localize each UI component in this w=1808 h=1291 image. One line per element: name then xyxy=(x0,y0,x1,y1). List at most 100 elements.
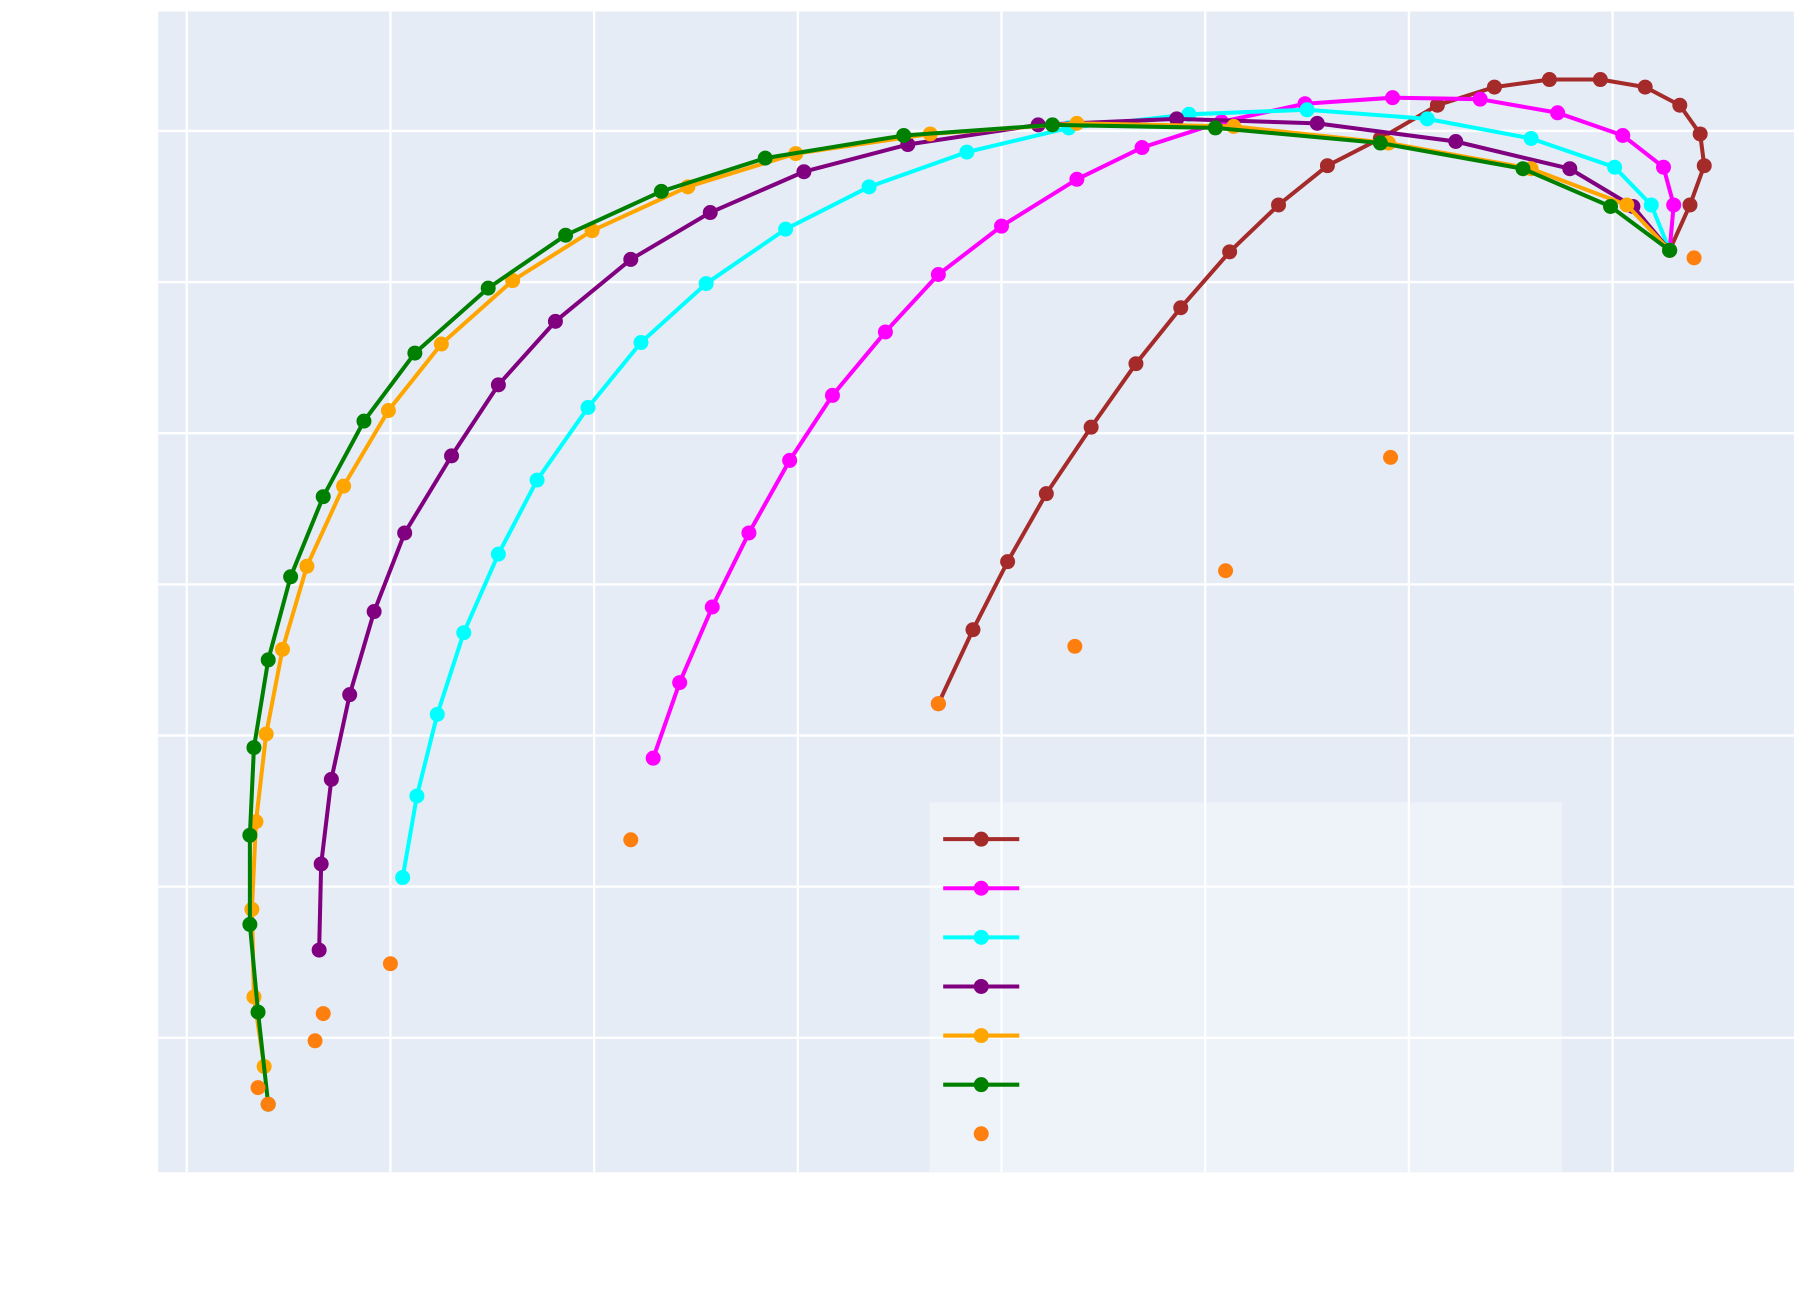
data-point xyxy=(782,452,798,468)
data-point xyxy=(558,227,574,243)
data-point xyxy=(1448,134,1464,149)
data-point xyxy=(433,336,449,352)
data-point xyxy=(672,675,688,691)
data-point xyxy=(645,750,661,766)
data-point xyxy=(242,916,258,932)
data-point xyxy=(356,413,372,429)
data-point xyxy=(965,622,981,638)
data-point xyxy=(930,267,946,283)
data-point xyxy=(1222,244,1238,260)
data-point xyxy=(1672,97,1688,113)
data-point xyxy=(1666,197,1682,213)
legend xyxy=(929,802,1563,1173)
data-point xyxy=(283,569,299,585)
data-point xyxy=(1067,638,1083,654)
data-point xyxy=(1134,140,1150,156)
data-point xyxy=(1069,171,1085,187)
plot-background xyxy=(158,11,1794,1173)
data-point xyxy=(444,448,460,464)
data-point xyxy=(778,221,794,237)
data-point xyxy=(490,546,506,562)
data-point xyxy=(1592,72,1608,88)
data-point xyxy=(877,324,893,340)
legend-swatch xyxy=(973,978,989,994)
data-point xyxy=(1309,115,1325,131)
data-point xyxy=(1637,79,1653,95)
data-point xyxy=(1319,158,1335,174)
data-point xyxy=(1000,554,1016,570)
data-point xyxy=(244,901,260,917)
legend-swatch xyxy=(973,1028,989,1044)
data-point xyxy=(1603,199,1619,214)
data-point xyxy=(1038,486,1054,502)
data-point xyxy=(1207,120,1223,136)
data-point xyxy=(930,696,946,712)
data-point xyxy=(529,472,545,488)
data-point xyxy=(757,150,773,166)
data-point xyxy=(429,706,445,722)
data-point xyxy=(1271,197,1287,213)
data-point xyxy=(1383,449,1399,465)
data-point xyxy=(258,726,274,742)
data-point xyxy=(260,1096,276,1112)
series-line xyxy=(400,107,1672,878)
data-point xyxy=(274,641,290,657)
data-point xyxy=(409,788,425,804)
data-point xyxy=(242,827,258,843)
data-point xyxy=(1486,79,1502,95)
data-point xyxy=(480,280,496,296)
data-point xyxy=(250,1080,266,1096)
data-point xyxy=(315,1006,331,1022)
data-point xyxy=(395,870,411,886)
data-point xyxy=(380,403,396,419)
data-point xyxy=(824,387,840,403)
data-point xyxy=(861,179,877,195)
legend-swatch xyxy=(973,929,989,945)
series-line xyxy=(317,116,1672,951)
data-point xyxy=(702,205,718,221)
data-point xyxy=(1429,97,1445,113)
data-point xyxy=(1128,356,1144,372)
data-point xyxy=(580,400,596,416)
data-point xyxy=(490,377,506,393)
data-point xyxy=(313,856,329,872)
series-line xyxy=(651,95,1676,759)
data-point xyxy=(1550,105,1566,121)
data-point xyxy=(1541,72,1557,88)
data-point xyxy=(1372,135,1388,151)
data-point xyxy=(1419,111,1435,127)
data-point xyxy=(336,478,352,494)
data-point xyxy=(796,164,812,180)
data-point xyxy=(311,942,327,958)
data-point xyxy=(741,525,757,541)
data-point xyxy=(959,144,975,160)
data-point xyxy=(1682,197,1698,213)
data-point xyxy=(994,218,1009,234)
data-point xyxy=(1619,197,1635,213)
data-point xyxy=(299,558,315,574)
data-point xyxy=(1515,161,1531,177)
data-point xyxy=(246,989,262,1005)
data-point xyxy=(342,687,358,703)
data-point xyxy=(1562,161,1578,177)
data-point xyxy=(1656,159,1671,175)
data-point xyxy=(1692,126,1708,142)
data-point xyxy=(1299,102,1315,118)
data-point xyxy=(1643,197,1659,213)
data-point xyxy=(366,604,382,620)
data-point xyxy=(1686,250,1702,266)
data-point xyxy=(246,740,262,756)
data-point xyxy=(1662,242,1678,258)
data-point xyxy=(1169,111,1185,127)
data-point xyxy=(623,251,639,267)
data-point xyxy=(633,335,649,351)
legend-swatch xyxy=(973,880,989,896)
data-point xyxy=(1615,127,1631,143)
data-point xyxy=(1523,130,1539,146)
legend-swatch xyxy=(973,1077,989,1093)
data-point xyxy=(896,127,912,143)
data-point xyxy=(382,956,398,972)
data-point xyxy=(250,1004,266,1020)
